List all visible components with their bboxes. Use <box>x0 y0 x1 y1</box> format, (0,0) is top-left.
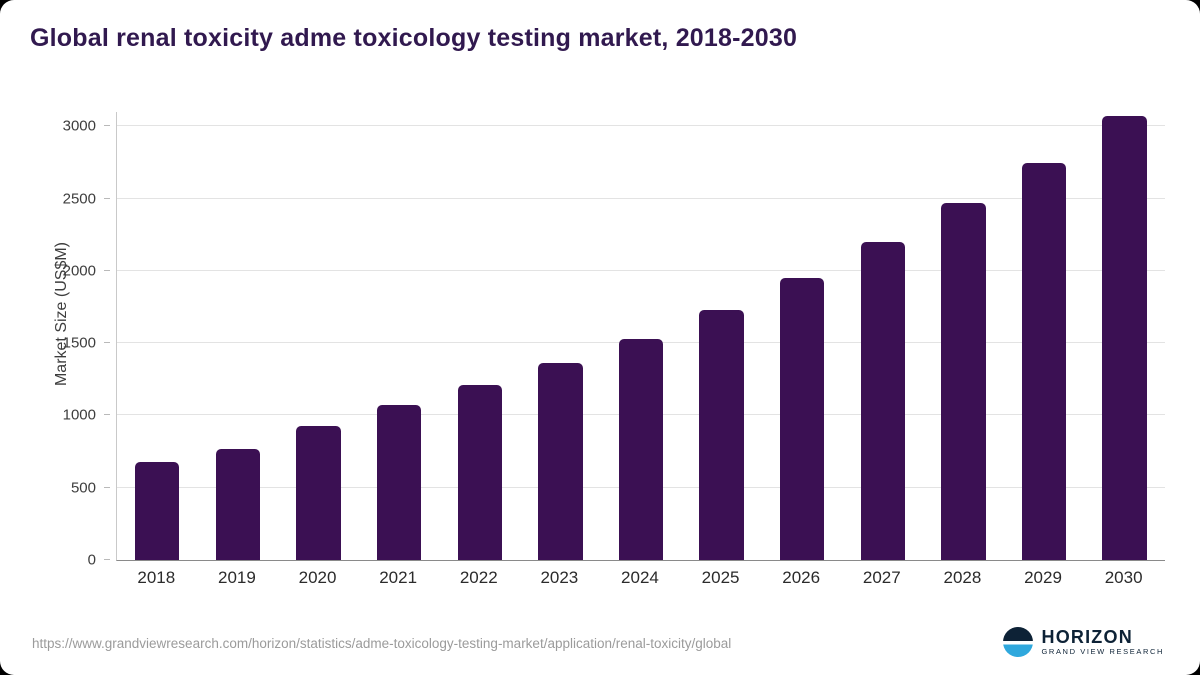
bar-slot <box>278 112 359 560</box>
bar-slot <box>198 112 279 560</box>
horizon-logo: HORIZON GRAND VIEW RESEARCH <box>1002 626 1165 657</box>
bar-2022 <box>457 385 502 560</box>
x-tick-label: 2030 <box>1104 568 1143 587</box>
y-tick-label: 0 <box>87 551 96 569</box>
y-tick-mark <box>104 342 110 344</box>
y-tick-label: 2500 <box>62 190 96 208</box>
bar-slot <box>520 112 601 560</box>
y-tick-mark <box>104 269 110 271</box>
x-tick-label: 2023 <box>540 568 579 587</box>
bar-slot <box>1004 112 1085 560</box>
bar-2028 <box>941 203 986 560</box>
horizon-logo-text-stack: HORIZON GRAND VIEW RESEARCH <box>1041 626 1165 656</box>
y-tick-label: 1000 <box>62 406 96 424</box>
bar-slot <box>681 112 762 560</box>
x-tick-label: 2021 <box>379 568 418 587</box>
bar-slot <box>359 112 440 560</box>
x-tick-label: 2028 <box>943 568 982 587</box>
x-tick-label: 2027 <box>862 568 901 587</box>
bar-2026 <box>780 278 825 560</box>
y-tick-label: 1500 <box>62 334 96 352</box>
horizon-logo-name: HORIZON <box>1041 626 1133 647</box>
y-tick-mark <box>104 559 110 560</box>
bar-slot <box>1084 112 1165 560</box>
y-tick-label: 3000 <box>62 117 96 135</box>
bars-row <box>117 112 1165 560</box>
footer: https://www.grandviewresearch.com/horizo… <box>0 613 1200 675</box>
bar-slot <box>842 112 923 560</box>
y-axis-ticks: 0 500 1000 1500 2000 2500 3000 <box>48 112 110 569</box>
y-tick-label: 500 <box>70 479 96 497</box>
page-title: Global renal toxicity adme toxicology te… <box>30 24 798 52</box>
x-tick-label: 2026 <box>782 568 821 587</box>
bar-slot <box>762 112 843 560</box>
bar-slot <box>601 112 682 560</box>
x-tick-label: 2025 <box>701 568 740 587</box>
bar-slot <box>439 112 520 560</box>
y-tick-label: 2000 <box>62 262 96 280</box>
y-tick-mark <box>104 486 110 488</box>
bar-2024 <box>618 338 664 560</box>
bar-slot <box>117 112 198 560</box>
gridline <box>117 197 1165 199</box>
x-labels-row: 2018 2019 2020 2021 2022 2023 2024 2025 2026 2027… <box>116 568 1164 588</box>
plot-area <box>116 112 1165 561</box>
x-tick-label: 2024 <box>621 568 659 587</box>
bar-2020 <box>296 426 341 560</box>
gridline <box>117 269 1165 271</box>
x-tick-label: 2029 <box>1024 568 1062 587</box>
x-tick-label: 2020 <box>298 568 337 587</box>
y-tick-mark <box>104 414 110 416</box>
bar-2030 <box>1102 116 1147 560</box>
source-url: https://www.grandviewresearch.com/horizo… <box>32 636 732 651</box>
bar-chart: Market Size (US$M) 0 500 1000 1500 2000 2500 3… <box>0 100 1200 587</box>
y-tick-mark <box>104 125 110 127</box>
y-tick-mark <box>104 197 110 199</box>
bar-2021 <box>376 405 422 560</box>
bar-2023 <box>538 363 583 560</box>
gridline <box>117 125 1165 127</box>
horizon-logo-subtitle: GRAND VIEW RESEARCH <box>1041 646 1164 656</box>
x-tick-label: 2018 <box>137 568 176 587</box>
bar-2029 <box>1021 162 1067 560</box>
x-tick-label: 2022 <box>459 568 498 587</box>
bar-2019 <box>215 449 261 560</box>
bar-2027 <box>860 242 905 560</box>
x-tick-label: 2019 <box>218 568 256 587</box>
horizon-logo-icon <box>1002 627 1033 657</box>
bar-2018 <box>135 461 180 560</box>
bar-slot <box>923 112 1004 560</box>
bar-2025 <box>699 310 744 560</box>
